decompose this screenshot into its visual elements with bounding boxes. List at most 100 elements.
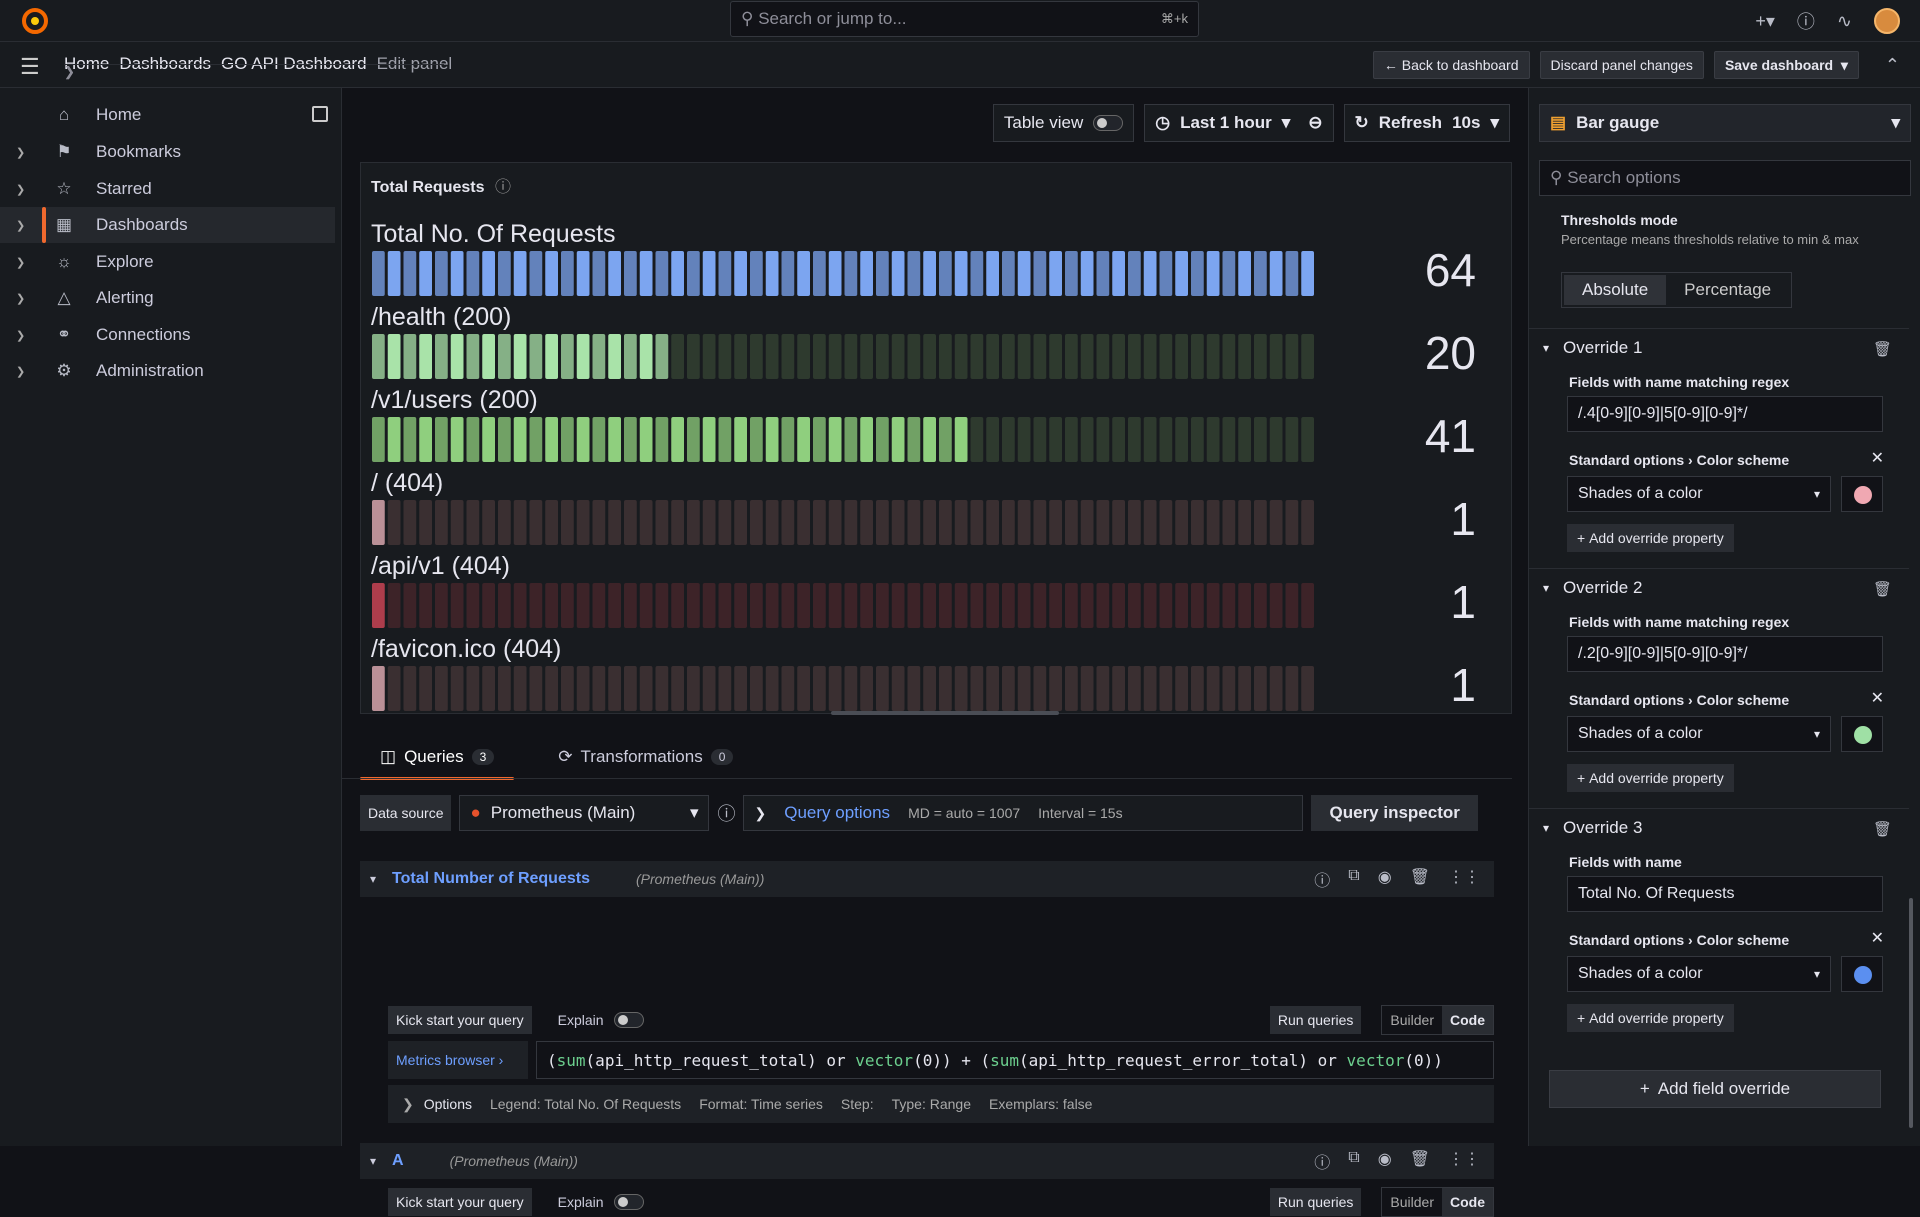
help-icon[interactable]: ⓘ	[1314, 1155, 1331, 1172]
drag-handle-icon[interactable]: ⋮⋮	[1448, 1151, 1480, 1168]
query-options-row[interactable]: ❯ Options Legend: Total No. Of Requests …	[388, 1085, 1494, 1123]
sidebar-item-administration[interactable]: ❯ ⚙ Administration	[0, 353, 335, 389]
zoom-out-icon[interactable]: ⊖	[1308, 113, 1323, 132]
code-mode-tab[interactable]: Code	[1442, 1006, 1493, 1034]
absolute-radio[interactable]: Absolute	[1564, 275, 1667, 305]
sidebar-item-starred[interactable]: ❯ ☆ Starred	[0, 171, 335, 207]
add-override-property-button[interactable]: + Add override property	[1567, 764, 1734, 792]
query-row-header[interactable]: ▾ A (Prometheus (Main)) ⓘ ⧉ ◉ 🗑 ⋮⋮	[360, 1143, 1494, 1179]
color-scheme-select[interactable]: Shades of a color ▾	[1567, 716, 1831, 752]
chevron-right-icon[interactable]: ❯	[16, 256, 26, 269]
sidebar-item-connections[interactable]: ❯ ⚭ Connections	[0, 317, 335, 353]
chevron-down-icon[interactable]: ▾	[370, 1154, 377, 1168]
query-row-header[interactable]: ▾ Total Number of Requests (Prometheus (…	[360, 861, 1494, 897]
query-name[interactable]: A	[392, 1152, 404, 1169]
trash-icon[interactable]: 🗑	[1872, 341, 1892, 358]
help-icon[interactable]: ⓘ	[1796, 12, 1815, 32]
help-icon[interactable]: ⓘ	[1314, 873, 1331, 890]
close-icon[interactable]: ✕	[1870, 690, 1884, 707]
drag-handle-icon[interactable]: ⋮⋮	[1448, 869, 1480, 886]
table-view-toggle[interactable]: Table view	[992, 104, 1135, 142]
query-options-link[interactable]: Query options	[784, 803, 891, 822]
refresh-picker[interactable]: ↻ Refresh 10s ▾	[1343, 104, 1510, 142]
override-matcher-input[interactable]: Total No. Of Requests	[1567, 876, 1883, 912]
explain-toggle[interactable]	[613, 1194, 644, 1210]
chevron-right-icon[interactable]: ❯	[16, 365, 26, 378]
refresh-interval[interactable]: 10s	[1452, 113, 1481, 132]
dock-icon[interactable]	[312, 106, 328, 122]
tab-transformations[interactable]: ⟳ Transformations 0	[538, 736, 753, 778]
toggle-switch[interactable]	[1093, 115, 1124, 131]
metrics-browser-button[interactable]: Metrics browser ›	[388, 1041, 528, 1079]
chevron-right-icon[interactable]: ❯	[16, 329, 26, 342]
horizontal-scrollbar[interactable]	[831, 711, 1059, 715]
eye-icon[interactable]: ◉	[1377, 869, 1392, 886]
explain-toggle[interactable]	[613, 1012, 644, 1028]
promql-code-input[interactable]: (sum(api_http_request_total) or vector(0…	[536, 1041, 1494, 1079]
tab-queries[interactable]: ◫ Queries 3	[360, 736, 515, 780]
chevron-down-icon[interactable]: ▾	[370, 872, 377, 886]
kick-start-button[interactable]: Kick start your query	[388, 1006, 532, 1034]
override-header[interactable]: ▾ Override 1	[1543, 338, 1893, 358]
query-options-bar[interactable]: ❯ Query options MD = auto = 1007 Interval =…	[743, 795, 1304, 831]
copy-icon[interactable]: ⧉	[1348, 1149, 1360, 1166]
trash-icon[interactable]: 🗑	[1409, 869, 1430, 886]
vertical-scrollbar[interactable]	[1909, 898, 1913, 1128]
add-override-property-button[interactable]: + Add override property	[1567, 524, 1734, 552]
search-input[interactable]: ⚲ Search or jump to... ⌘+k	[730, 1, 1199, 37]
kick-start-button[interactable]: Kick start your query	[388, 1188, 532, 1216]
run-queries-button[interactable]: Run queries	[1269, 1006, 1362, 1034]
override-header[interactable]: ▾ Override 2	[1543, 578, 1893, 598]
close-icon[interactable]: ✕	[1870, 450, 1884, 467]
grafana-logo-icon[interactable]	[20, 6, 50, 36]
options-search-input[interactable]: ⚲ Search options	[1539, 160, 1911, 196]
sidebar-item-alerting[interactable]: ❯ △ Alerting	[0, 280, 335, 316]
add-field-override-button[interactable]: + Add field override	[1549, 1070, 1881, 1108]
data-source-select[interactable]: ● Prometheus (Main) ▾	[459, 795, 710, 831]
discard-changes-button[interactable]: Discard panel changes	[1539, 51, 1704, 79]
sidebar-item-home[interactable]: ⌂ Home	[0, 97, 335, 133]
chevron-right-icon[interactable]: ❯	[16, 146, 26, 159]
chevron-right-icon[interactable]: ❯	[16, 183, 26, 196]
color-scheme-select[interactable]: Shades of a color ▾	[1567, 956, 1831, 992]
override-matcher-input[interactable]: /.2[0-9][0-9]|5[0-9][0-9]*/	[1567, 636, 1883, 672]
builder-mode-tab[interactable]: Builder	[1390, 1194, 1434, 1210]
chevron-right-icon[interactable]: ❯	[16, 219, 26, 232]
avatar[interactable]	[1874, 8, 1900, 34]
color-swatch[interactable]	[1841, 716, 1883, 752]
copy-icon[interactable]: ⧉	[1348, 867, 1360, 884]
chevron-right-icon[interactable]: ❯	[16, 292, 26, 305]
add-override-property-button[interactable]: + Add override property	[1567, 1004, 1734, 1032]
sidebar-item-explore[interactable]: ❯ ☼ Explore	[0, 244, 335, 280]
color-scheme-value: Shades of a color	[1578, 485, 1703, 502]
sidebar-item-dashboards[interactable]: ❯ ▦ Dashboards	[0, 207, 335, 243]
help-icon[interactable]: ⓘ	[717, 804, 736, 824]
back-to-dashboard-button[interactable]: ← Back to dashboard	[1372, 51, 1530, 79]
menu-icon[interactable]: ☰	[20, 54, 40, 79]
builder-mode-tab[interactable]: Builder	[1390, 1012, 1434, 1028]
trash-icon[interactable]: 🗑	[1409, 1151, 1430, 1168]
info-icon[interactable]: ⓘ	[494, 179, 511, 196]
run-queries-button[interactable]: Run queries	[1269, 1188, 1362, 1216]
trash-icon[interactable]: 🗑	[1872, 821, 1892, 838]
trash-icon[interactable]: 🗑	[1872, 581, 1892, 598]
sidebar-item-bookmarks[interactable]: ❯ ⚑ Bookmarks	[0, 134, 335, 170]
collapse-icon[interactable]: ⌃	[1884, 54, 1900, 75]
query-inspector-button[interactable]: Query inspector	[1311, 795, 1478, 831]
color-swatch[interactable]	[1841, 956, 1883, 992]
time-range-picker[interactable]: ◷ Last 1 hour ▾ ⊖	[1144, 104, 1334, 142]
visualization-picker[interactable]: ▤ Bar gauge ▾	[1539, 104, 1911, 142]
color-scheme-select[interactable]: Shades of a color ▾	[1567, 476, 1831, 512]
override-header[interactable]: ▾ Override 3	[1543, 818, 1893, 838]
override-matcher-input[interactable]: /.4[0-9][0-9]|5[0-9][0-9]*/	[1567, 396, 1883, 432]
query-name[interactable]: Total Number of Requests	[392, 870, 590, 887]
plus-icon[interactable]: +▾	[1755, 10, 1775, 31]
rss-icon[interactable]: ∿	[1836, 10, 1852, 31]
color-swatch[interactable]	[1841, 476, 1883, 512]
code-mode-tab[interactable]: Code	[1442, 1188, 1493, 1216]
eye-icon[interactable]: ◉	[1377, 1151, 1392, 1168]
refresh-label[interactable]: Refresh	[1378, 113, 1443, 132]
percentage-radio[interactable]: Percentage	[1684, 280, 1772, 299]
save-dashboard-button[interactable]: Save dashboard ▾	[1713, 51, 1859, 79]
close-icon[interactable]: ✕	[1870, 930, 1884, 947]
